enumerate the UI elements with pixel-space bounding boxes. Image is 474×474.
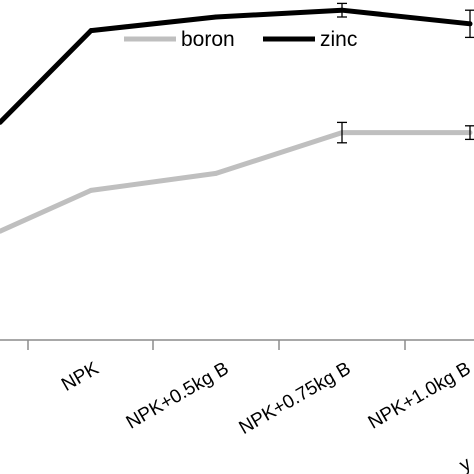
x-tick-label-4: NPK+1.0kg B	[365, 358, 474, 433]
series-boron	[0, 121, 474, 234]
x-axis: NPK NPK+0.5kg B NPK+0.75kg B NPK+1.0kg B y	[0, 339, 474, 474]
series-line-boron	[0, 130, 470, 234]
x-tick-label-2: NPK+0.5kg B	[123, 358, 233, 433]
data-point-zinc-1	[88, 28, 94, 34]
legend: boron zinc	[124, 28, 357, 51]
legend-item-zinc: zinc	[263, 28, 357, 51]
x-tick-label-1: NPK	[58, 358, 103, 396]
x-tick-label-clipped: y	[456, 453, 474, 474]
legend-item-boron: boron	[124, 28, 235, 51]
data-point-boron-0	[0, 228, 3, 234]
x-tick-label-3: NPK+0.75kg B	[236, 358, 355, 439]
series-layer	[0, 2, 474, 234]
error-bar-zinc-4	[465, 9, 474, 39]
error-bar-boron-4	[465, 125, 474, 141]
series-zinc	[0, 2, 474, 125]
data-point-zinc-0	[0, 119, 3, 125]
data-point-boron-1	[88, 187, 94, 193]
legend-label-zinc: zinc	[320, 28, 357, 51]
data-point-boron-2	[213, 170, 219, 176]
data-point-zinc-2	[213, 14, 219, 20]
legend-label-boron: boron	[181, 28, 235, 51]
series-line-zinc	[0, 7, 471, 125]
error-bar-zinc-3	[337, 2, 347, 18]
error-bar-boron-3	[337, 121, 347, 144]
